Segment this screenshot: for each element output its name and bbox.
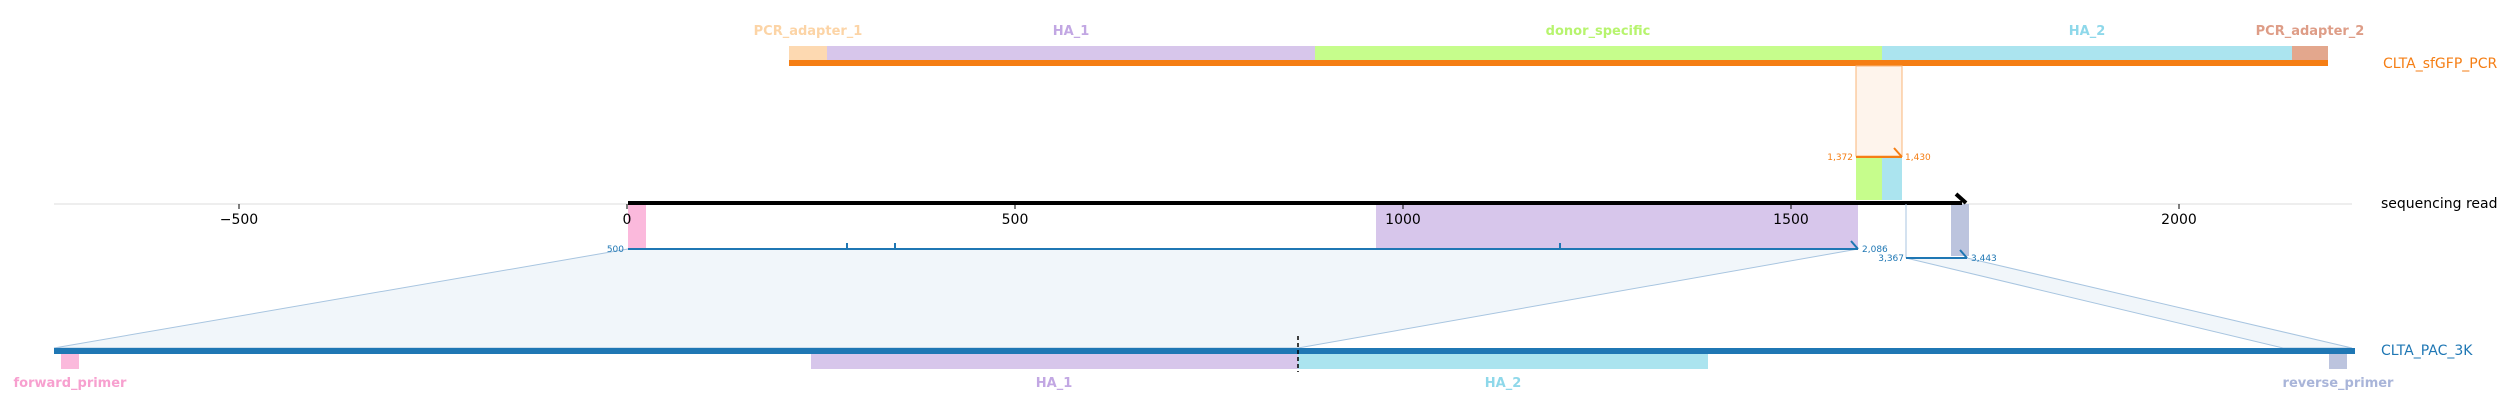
feature-ha-1-bottom [811, 354, 1298, 369]
label-donor-specific: donor_specific [1546, 24, 1651, 39]
label-pcr-adapter-2: PCR_adapter_2 [2256, 24, 2365, 39]
tick-label-2: 500 [1002, 212, 1029, 228]
bottom-mapping-band-right [1905, 257, 2353, 349]
feature-reverse-primer [2329, 354, 2347, 369]
bottom-read-name: CLTA_PAC_3K [2381, 343, 2473, 359]
feature-pcr-adapter-2 [2292, 46, 2328, 60]
top-mapping: 1,372 1,430 [1827, 65, 1931, 200]
tick-label-5: 2000 [2161, 212, 2197, 228]
bottom-mapping-band-main [53, 248, 1859, 349]
top-mapping-arrowhead [1893, 147, 1903, 158]
label-forward-primer: forward_primer [14, 376, 128, 391]
sequencing-read-name: sequencing read [2381, 196, 2497, 212]
feature-ha-1-top [827, 46, 1315, 60]
top-read-name: CLTA_sfGFP_PCR [2383, 56, 2497, 72]
seq-forward-primer-block [628, 204, 646, 248]
label-ha-2-top: HA_2 [2069, 24, 2106, 39]
tick-label-4: 1500 [1773, 212, 1809, 228]
top-mapping-start: 1,372 [1827, 153, 1853, 163]
mapping-line-right-head [1959, 249, 1968, 259]
mapping-right-start: 3,367 [1878, 254, 1904, 264]
feature-ha-2-top [1882, 46, 2292, 60]
tick-label-0: −500 [220, 212, 258, 228]
top-read-bar [789, 60, 2328, 66]
top-read: PCR_adapter_1 HA_1 donor_specific HA_2 P… [754, 24, 2498, 72]
top-mapping-band [1855, 65, 1903, 157]
mapping-right-end: 3,443 [1971, 254, 1997, 264]
label-ha-1-bottom: HA_1 [1036, 376, 1073, 391]
label-reverse-primer: reverse_primer [2283, 376, 2395, 391]
mapped-donor-block [1856, 158, 1882, 200]
mapped-ha-2-block [1882, 158, 1902, 200]
label-ha-1-top: HA_1 [1053, 24, 1090, 39]
label-pcr-adapter-1: PCR_adapter_1 [754, 24, 863, 39]
bottom-mapping: 500 2,086 3,367 3,443 [53, 204, 2353, 349]
seq-ha-1-block [1376, 204, 1858, 248]
top-mapping-end: 1,430 [1905, 153, 1931, 163]
tick-label-1: 0 [623, 212, 632, 228]
mapping-left-label: 500 [607, 245, 624, 255]
feature-ha-2-bottom [1298, 354, 1708, 369]
tick-label-3: 1000 [1385, 212, 1421, 228]
seq-reverse-primer-block [1951, 204, 1969, 256]
sequencing-read-arrowhead [1954, 192, 1968, 205]
feature-pcr-adapter-1 [789, 46, 827, 60]
feature-forward-primer [61, 354, 79, 369]
bottom-read-bar [54, 348, 2355, 354]
label-ha-2-bottom: HA_2 [1485, 376, 1522, 391]
sequencing-read: −500 0 500 1000 1500 2000 sequencing rea… [54, 192, 2497, 256]
mapping-line-main-head [1850, 240, 1859, 250]
feature-donor-specific [1315, 46, 1882, 60]
bottom-read: forward_primer HA_1 HA_2 reverse_primer … [14, 336, 2473, 391]
mapping-mid-end: 2,086 [1862, 245, 1888, 255]
